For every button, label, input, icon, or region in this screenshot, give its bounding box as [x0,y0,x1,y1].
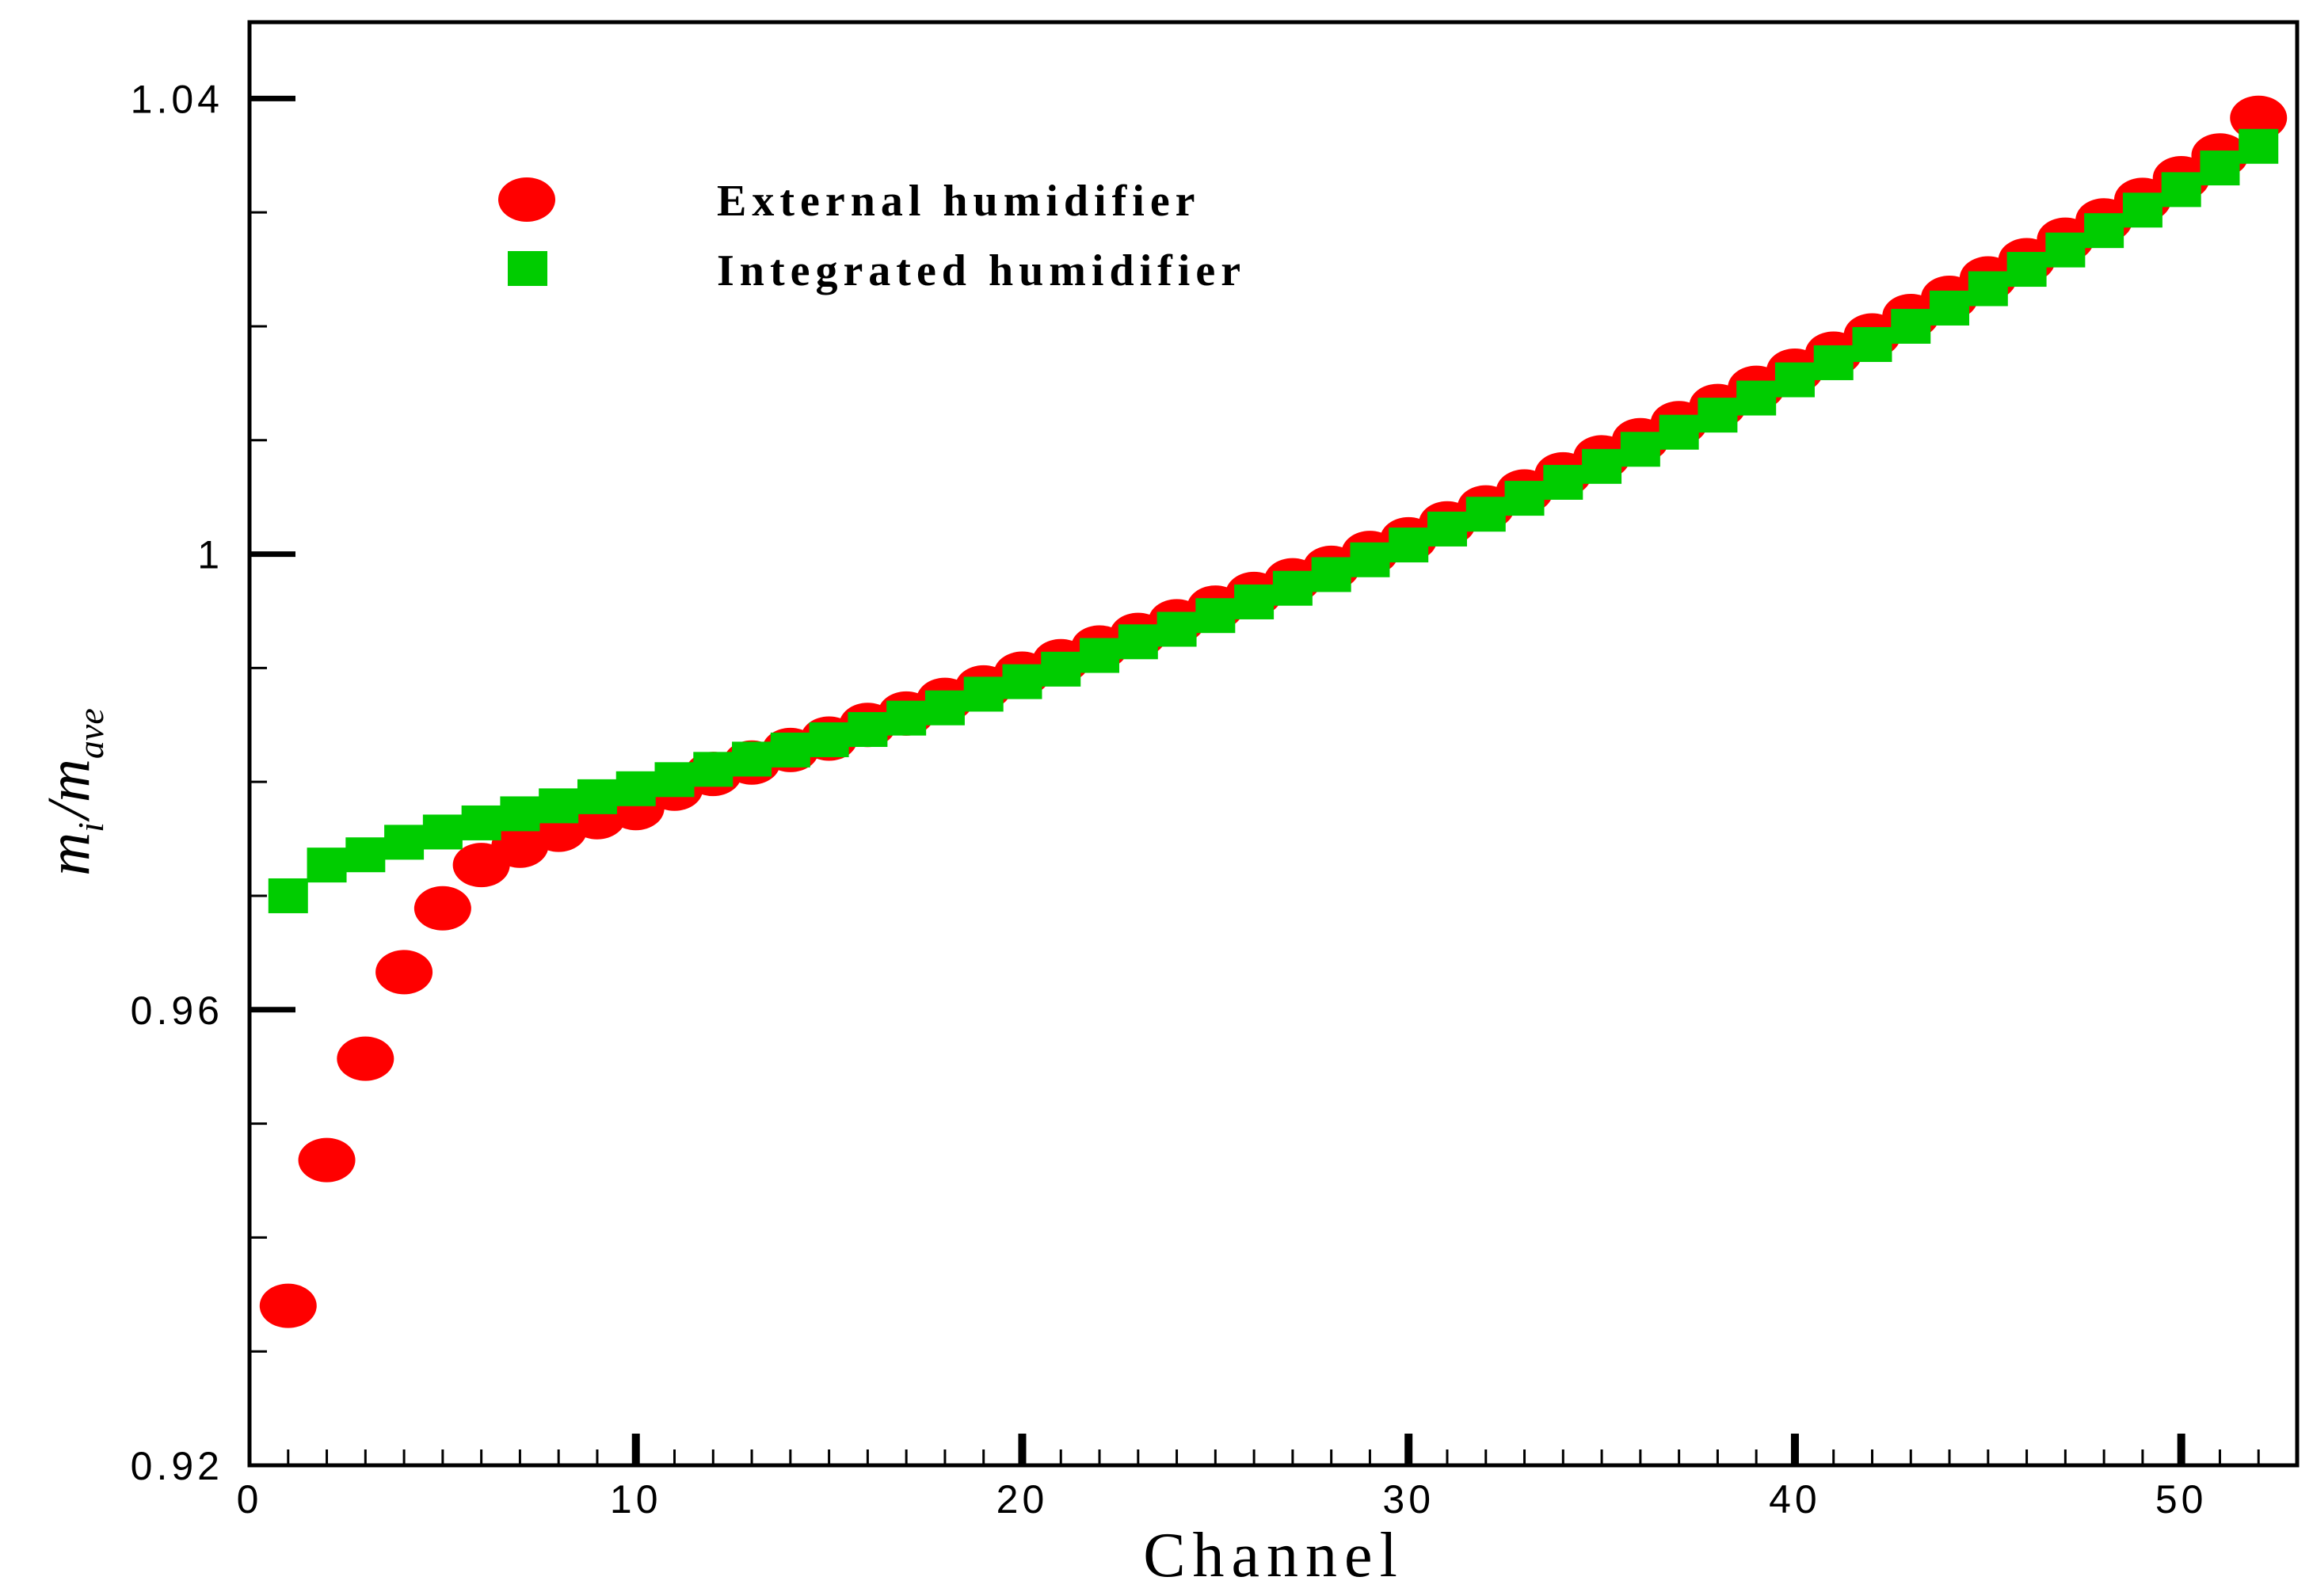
point-integrated-30 [1389,528,1429,563]
point-external-5 [413,886,471,931]
point-integrated-41 [1813,345,1854,380]
plot-marks [259,95,2288,1328]
point-integrated-1 [268,878,308,913]
point-integrated-4 [384,825,425,860]
point-integrated-19 [963,676,1004,712]
point-integrated-35 [1582,448,1622,484]
point-integrated-24 [1156,611,1197,647]
svg-text:mi/mave: mi/mave [36,708,111,876]
point-integrated-31 [1427,511,1467,547]
legend-marker-integrated [508,251,547,286]
series-2 [268,128,2279,913]
point-integrated-22 [1080,638,1120,673]
point-integrated-48 [2084,213,2124,249]
plot-frame [247,20,2300,1468]
point-integrated-42 [1852,326,1892,362]
point-integrated-5 [422,814,463,850]
y-title-i: i [70,822,111,832]
x-tick-label: 20 [996,1477,1049,1522]
point-integrated-3 [345,837,386,873]
y-axis-title: mi/mave [36,708,111,876]
point-integrated-17 [886,700,927,736]
point-integrated-50 [2161,172,2201,208]
point-integrated-21 [1041,651,1081,687]
point-integrated-15 [809,722,849,757]
point-integrated-16 [848,712,888,748]
point-integrated-36 [1620,432,1660,467]
y-tick-label: 0.96 [131,988,223,1033]
point-integrated-28 [1311,557,1351,592]
point-external-2 [298,1137,356,1183]
point-integrated-37 [1659,414,1699,450]
point-external-1 [259,1283,317,1328]
point-integrated-49 [2122,192,2162,228]
point-external-4 [375,950,433,995]
legend-label-external: External humidifier [717,177,1201,226]
y-axis-ticks: 0.92 0.96 1 1.04 [131,77,295,1488]
point-integrated-52 [2239,128,2279,164]
y-title-m: m [36,832,102,876]
x-tick-label: 0 [237,1477,263,1522]
point-integrated-44 [1930,290,1970,326]
point-integrated-11 [654,762,695,798]
point-integrated-8 [539,788,579,824]
y-tick-label: 1.04 [131,77,223,121]
legend-label-integrated: Integrated humidifier [717,246,1246,295]
point-integrated-9 [577,779,617,814]
y-title-ave: ave [70,708,111,759]
x-tick-label: 10 [610,1477,662,1522]
point-integrated-7 [500,796,540,832]
point-integrated-26 [1234,584,1275,619]
point-integrated-12 [693,752,734,787]
point-integrated-10 [615,771,656,806]
point-external-3 [337,1036,394,1081]
point-integrated-33 [1504,481,1545,516]
x-tick-label: 50 [2155,1477,2208,1522]
point-integrated-47 [2045,232,2086,268]
legend-marker-external [498,177,555,222]
x-axis-title: Channel [1143,1521,1404,1590]
y-title-m2: m [36,759,102,802]
point-integrated-20 [1002,664,1042,699]
point-integrated-39 [1736,380,1777,416]
y-tick-label: 1 [197,533,223,577]
point-integrated-40 [1774,362,1815,398]
x-tick-label: 30 [1382,1477,1435,1522]
point-integrated-2 [307,848,347,883]
point-integrated-23 [1118,624,1158,660]
point-integrated-32 [1465,497,1506,532]
point-integrated-18 [924,690,965,726]
point-integrated-13 [732,741,772,777]
point-integrated-38 [1698,398,1738,433]
point-integrated-14 [770,732,810,768]
y-tick-label: 0.92 [131,1444,223,1488]
point-integrated-6 [461,805,501,840]
point-integrated-34 [1543,464,1583,500]
point-integrated-51 [2200,150,2240,186]
point-integrated-46 [2006,252,2047,288]
point-integrated-45 [1968,271,2008,307]
point-integrated-43 [1891,308,1931,344]
x-tick-label: 40 [1769,1477,1821,1522]
point-integrated-25 [1195,598,1236,634]
x-axis-ticks: 0 10 20 30 40 50 [237,1434,2260,1522]
point-integrated-27 [1272,570,1313,606]
legend: External humidifier Integrated humidifie… [498,177,1246,295]
point-integrated-29 [1350,542,1390,577]
